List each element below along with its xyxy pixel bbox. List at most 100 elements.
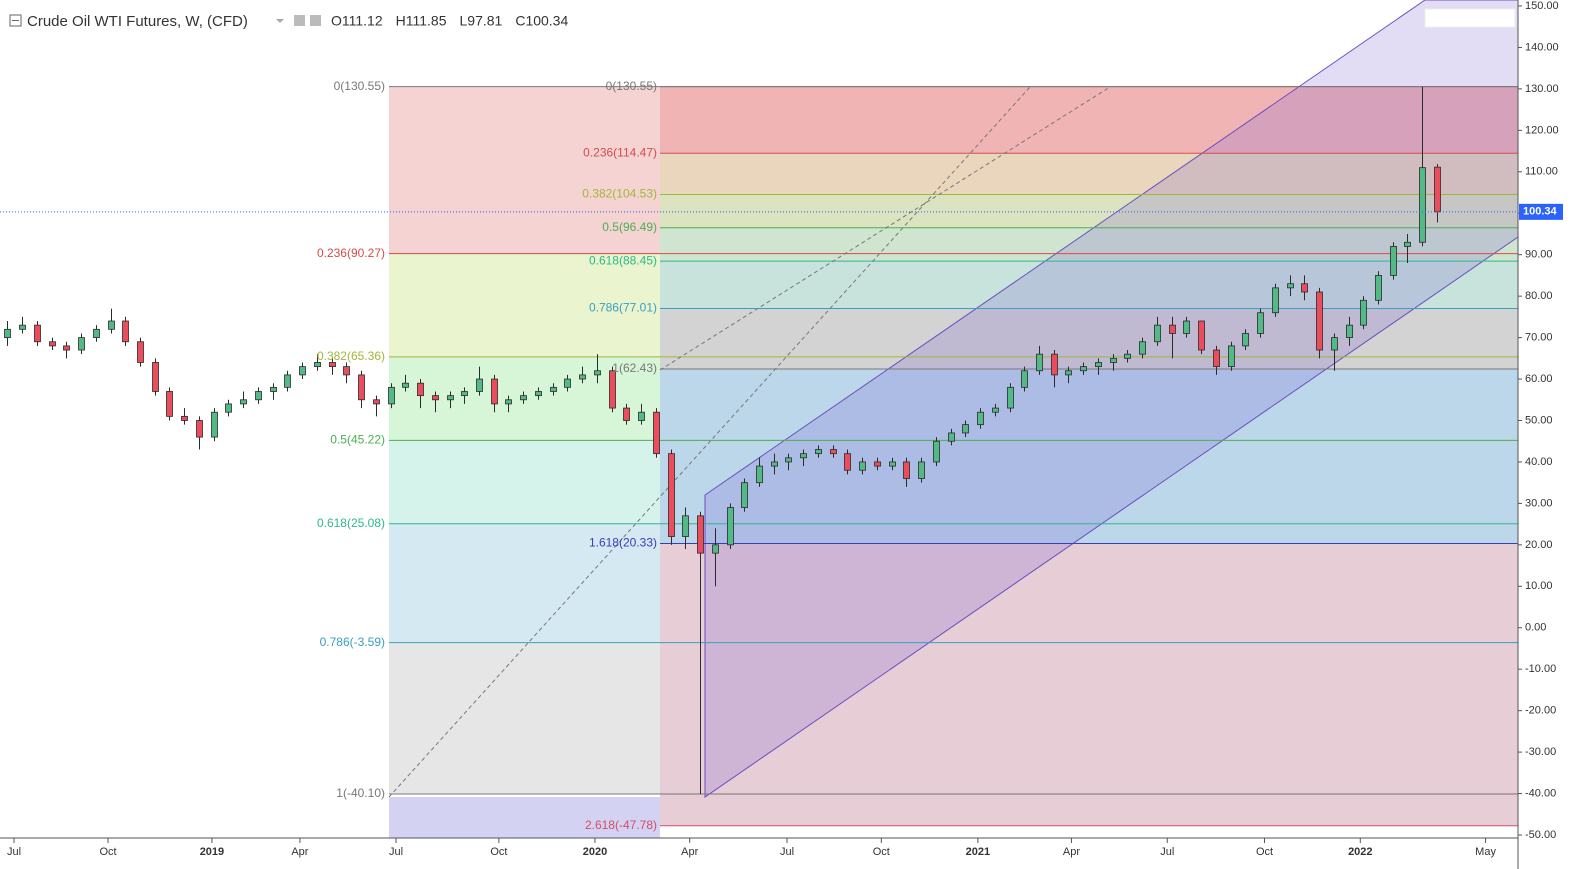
- candle-body: [1124, 353, 1131, 359]
- y-tick-label: 30.00: [1525, 497, 1553, 509]
- candle-body: [550, 386, 557, 392]
- candle-body: [1434, 166, 1441, 213]
- candle-body: [1301, 283, 1308, 293]
- candle-body: [329, 362, 336, 368]
- y-tick-label: 20.00: [1525, 539, 1553, 551]
- candle-body: [505, 399, 512, 405]
- candle-body: [903, 461, 910, 479]
- icon[interactable]: [310, 15, 321, 26]
- x-tick-label: 2021: [966, 846, 990, 858]
- candle-body: [535, 391, 542, 397]
- candle-body: [800, 453, 807, 459]
- ohlc-value: O111.12: [331, 13, 383, 29]
- candle-body: [1316, 291, 1323, 351]
- ohlc-value: L97.81: [460, 13, 503, 29]
- candle-body: [1154, 324, 1161, 343]
- candle-body: [756, 465, 763, 484]
- candle-body: [1242, 333, 1249, 347]
- y-tick-label: 120.00: [1525, 124, 1559, 136]
- fib-extension-fill: [389, 797, 660, 838]
- candle-body: [358, 374, 365, 401]
- fib-band: [660, 86, 1518, 154]
- x-tick-label: 2019: [200, 846, 224, 858]
- candles: [4, 86, 1441, 794]
- y-tick-label: 90.00: [1525, 249, 1553, 261]
- candle-body: [859, 461, 866, 471]
- fib-label: 0.786(77.01): [589, 301, 657, 315]
- y-tick-label: 140.00: [1525, 41, 1559, 53]
- candle-body: [1272, 287, 1279, 314]
- fib-label: 0.618(88.45): [589, 253, 657, 267]
- fib-band: [660, 543, 1518, 826]
- candle-body: [1110, 357, 1117, 363]
- candle-body: [93, 328, 100, 338]
- last-price-box: [1519, 203, 1563, 220]
- fib-label: 0(130.55): [606, 79, 657, 93]
- candle-body: [1080, 366, 1087, 372]
- candle-body: [977, 411, 984, 426]
- candle-body: [402, 382, 409, 388]
- candle-body: [579, 374, 586, 380]
- candle-body: [491, 378, 498, 405]
- candle-body: [447, 395, 454, 401]
- x-tick-label: Jul: [7, 846, 21, 858]
- candle-body: [108, 320, 115, 330]
- fib-band: [660, 194, 1518, 228]
- candle-body: [343, 366, 350, 376]
- fib-band: [660, 227, 1518, 262]
- candle-body: [284, 374, 291, 388]
- candle-body: [1198, 320, 1205, 351]
- candle-body: [299, 366, 306, 376]
- candle-body: [1036, 353, 1043, 372]
- y-tick-label: 150.00: [1525, 0, 1559, 12]
- candle-body: [1360, 299, 1367, 326]
- candle-body: [1169, 324, 1176, 334]
- candle-body: [741, 482, 748, 508]
- blank-box: [1424, 8, 1516, 28]
- candle-body: [1390, 246, 1397, 276]
- candle-body: [255, 391, 262, 401]
- x-tick-label: May: [1475, 846, 1496, 858]
- fib-band: [389, 440, 660, 524]
- candle-body: [1139, 341, 1146, 355]
- fib-label: 0.236(90.27): [317, 246, 385, 260]
- candle-body: [844, 453, 851, 471]
- y-tick-label: 80.00: [1525, 290, 1553, 302]
- ohlc-value: H111.85: [396, 13, 447, 29]
- candle-body: [785, 457, 792, 463]
- fib-label: 1(-40.10): [336, 786, 385, 800]
- dropdown[interactable]: [276, 19, 284, 23]
- candle-body: [874, 461, 881, 467]
- candle-body: [1007, 386, 1014, 409]
- chart-title: Crude Oil WTI Futures, W, (CFD): [27, 13, 248, 30]
- x-tick-label: Oct: [99, 846, 116, 858]
- fib-label: 0.618(25.08): [317, 516, 385, 530]
- candle-body: [78, 337, 85, 351]
- candle-body: [962, 424, 969, 434]
- x-tick-label: 2022: [1348, 846, 1372, 858]
- y-tick-label: -20.00: [1525, 705, 1556, 717]
- candle-body: [1065, 370, 1072, 376]
- time-axis: [0, 838, 1518, 869]
- candle-body: [815, 449, 822, 455]
- candle-body: [1287, 283, 1294, 289]
- candle-body: [727, 507, 734, 546]
- candle-body: [653, 411, 660, 455]
- fib-band: [389, 642, 660, 794]
- y-tick-label: 10.00: [1525, 580, 1553, 592]
- icon[interactable]: [294, 15, 305, 26]
- fib-band: [660, 153, 1518, 195]
- candle-body: [461, 391, 468, 397]
- x-tick-label: Jul: [389, 846, 403, 858]
- fib-labels: 0(130.55) 0.236(90.27) 0.382(65.36) 0.5(45.…: [317, 79, 657, 832]
- ohlc-legend: O111.12 H111.85 L97.81 C100.34: [331, 13, 568, 29]
- candle-body: [166, 391, 173, 417]
- candle-body: [432, 395, 439, 401]
- y-tick-label: 40.00: [1525, 456, 1553, 468]
- fib-label: 0.382(104.53): [582, 187, 657, 201]
- y-tick-label: -40.00: [1525, 787, 1556, 799]
- candle-body: [137, 341, 144, 363]
- y-tick-label: -50.00: [1525, 829, 1556, 841]
- candle-body: [682, 515, 689, 537]
